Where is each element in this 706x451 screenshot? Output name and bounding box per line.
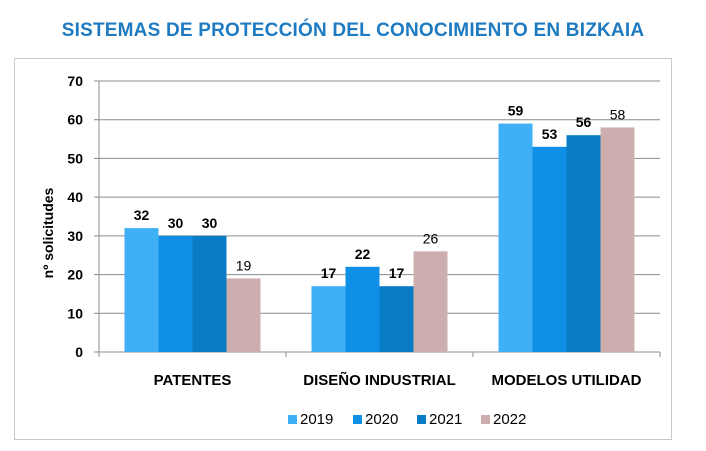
data-label: 59 — [508, 103, 524, 119]
y-tick-label: 40 — [67, 189, 83, 205]
chart-title: SISTEMAS DE PROTECCIÓN DEL CONOCIMIENTO … — [61, 20, 645, 41]
data-label: 19 — [236, 257, 252, 273]
bar-2021-2 — [379, 286, 414, 352]
data-label: 30 — [168, 215, 184, 231]
y-tick-label: 50 — [67, 150, 83, 166]
data-label: 58 — [610, 106, 626, 122]
legend-label: 2021 — [429, 411, 462, 428]
data-label: 17 — [321, 265, 337, 281]
data-label: 53 — [542, 126, 558, 142]
data-label: 32 — [134, 207, 150, 223]
data-label: 22 — [355, 246, 371, 262]
bars — [124, 123, 635, 352]
category-label: MODELOS UTILIDAD — [492, 372, 642, 389]
legend-label: 2019 — [300, 411, 333, 428]
y-tick-label: 0 — [75, 344, 83, 360]
bar-2021-3 — [566, 135, 601, 352]
legend: 2019 2020 2021 2022 — [288, 411, 526, 428]
bar-2020-3 — [532, 146, 567, 352]
legend-label: 2020 — [365, 411, 398, 428]
y-axis-label: nº solicitudes — [40, 187, 56, 278]
bar-2020-2 — [345, 266, 380, 352]
bar-2022-3 — [600, 127, 635, 352]
category-labels: PATENTES DISEÑO INDUSTRIAL MODELOS UTILIDA… — [154, 371, 642, 389]
legend-label: 2022 — [493, 411, 526, 428]
legend-swatch — [288, 415, 297, 424]
bar-2021-1 — [192, 235, 227, 352]
bar-2019-2 — [311, 286, 346, 352]
data-label: 17 — [389, 265, 405, 281]
bar-2022-1 — [226, 278, 261, 352]
y-tick-label: 70 — [67, 73, 83, 89]
data-labels: 32 30 30 19 17 22 17 26 59 53 56 58 — [134, 103, 626, 282]
y-tick-label: 30 — [67, 228, 83, 244]
y-tick-label: 20 — [67, 267, 83, 283]
category-label: DISEÑO INDUSTRIAL — [303, 371, 456, 389]
y-axis-ticks: 0 10 20 30 40 50 60 70 — [67, 73, 99, 360]
bar-2020-1 — [158, 235, 193, 352]
data-label: 30 — [202, 215, 218, 231]
legend-swatch — [353, 415, 362, 424]
category-label: PATENTES — [154, 372, 232, 389]
y-tick-label: 60 — [67, 112, 83, 128]
bar-2022-2 — [413, 251, 448, 352]
legend-swatch — [481, 415, 490, 424]
data-label: 26 — [423, 230, 439, 246]
bar-2019-1 — [124, 228, 159, 352]
y-tick-label: 10 — [67, 305, 83, 321]
legend-swatch — [417, 415, 426, 424]
chart-frame — [14, 58, 672, 440]
bar-2019-3 — [498, 123, 533, 352]
data-label: 56 — [576, 114, 592, 130]
